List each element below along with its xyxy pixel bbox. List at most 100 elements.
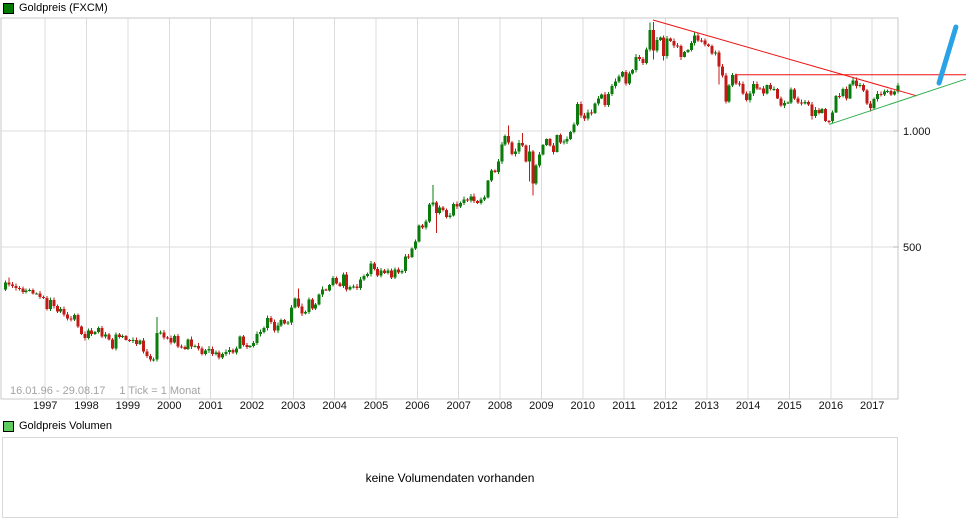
candle-body: [710, 46, 714, 54]
x-axis-year-label: 2001: [198, 400, 222, 412]
candle-body: [131, 339, 135, 342]
candle-body: [696, 35, 700, 41]
candle-body: [558, 135, 562, 143]
candle-body: [555, 135, 559, 152]
candle-body: [769, 85, 773, 90]
candle-body: [682, 51, 686, 57]
candle-body: [7, 282, 11, 285]
candle-body: [110, 339, 114, 349]
chart-info-line: 16.01.96 - 29.08.17 1 Tick = 1 Monat: [10, 385, 214, 397]
candle-body: [117, 334, 121, 338]
candle-body: [193, 345, 197, 347]
candle-body: [252, 342, 256, 346]
candle-body: [52, 300, 56, 307]
candle-body: [93, 331, 97, 335]
candle-body: [868, 103, 872, 109]
trendline-support-ascending[interactable]: [828, 78, 966, 125]
candle-body: [107, 334, 111, 340]
candle-body: [97, 328, 101, 332]
candle-body: [779, 98, 783, 106]
candle-body: [296, 298, 300, 307]
candle-body: [421, 225, 425, 228]
candle-body: [658, 37, 662, 41]
trendline-resistance-descending[interactable]: [652, 19, 918, 97]
candle-body: [238, 336, 242, 349]
candle-body: [172, 335, 176, 343]
candle-body: [724, 75, 728, 102]
candle-body: [231, 350, 235, 353]
candle-body: [483, 197, 487, 200]
candle-body: [862, 85, 866, 91]
candle-body: [334, 277, 338, 284]
candle-body: [631, 70, 635, 74]
candle-body: [824, 108, 828, 122]
x-axis-year-label: 2004: [322, 400, 346, 412]
y-axis-price-label: 500: [903, 242, 921, 254]
candle-body: [855, 80, 859, 86]
candle-body: [514, 151, 518, 155]
candle-body: [414, 241, 418, 249]
candle-body: [796, 98, 800, 103]
candle-body: [362, 276, 366, 280]
candle-body: [596, 98, 600, 104]
candle-body: [503, 135, 507, 145]
candle-body: [638, 57, 642, 60]
candle-body: [272, 322, 276, 331]
candle-body: [445, 210, 449, 217]
candle-body: [679, 45, 683, 57]
candle-body: [124, 335, 128, 340]
candle-body: [303, 312, 307, 314]
candle-body: [603, 94, 607, 105]
candle-body: [810, 104, 814, 116]
candle-body: [817, 109, 821, 113]
candle-body: [190, 339, 194, 347]
x-axis-year-label: 2015: [777, 400, 801, 412]
candle-body: [417, 225, 421, 242]
candle-body: [290, 307, 294, 323]
candle-body: [469, 196, 473, 201]
candle-body: [713, 52, 717, 54]
volume-series-legend[interactable]: Goldpreis Volumen: [3, 420, 112, 432]
candle-body: [607, 94, 611, 105]
candle-body: [186, 339, 190, 349]
candle-body: [872, 99, 876, 109]
candle-body: [369, 263, 373, 275]
candle-body: [104, 334, 108, 337]
main-series-legend[interactable]: Goldpreis (FXCM): [3, 2, 108, 14]
candle-body: [162, 332, 166, 338]
candle-body: [520, 143, 524, 146]
candle-body: [893, 91, 897, 95]
candle-body: [676, 45, 680, 47]
candle-body: [86, 330, 90, 339]
candle-body: [493, 170, 497, 172]
candle-body: [644, 49, 648, 63]
candle-body: [221, 353, 225, 358]
candle-body: [524, 145, 528, 162]
volume-panel: keine Volumendaten vorhanden: [2, 437, 898, 518]
candle-body: [569, 131, 573, 140]
x-axis-year-label: 2017: [860, 400, 884, 412]
x-axis-year-label: 2007: [446, 400, 470, 412]
candle-body: [613, 81, 617, 87]
candle-body: [452, 203, 456, 216]
candle-body: [531, 151, 535, 184]
candle-body: [517, 143, 521, 152]
candle-body: [496, 161, 500, 172]
candle-body: [837, 95, 841, 97]
candle-body: [634, 57, 638, 71]
candle-body: [669, 38, 673, 42]
candle-body: [731, 75, 735, 86]
candle-body: [441, 207, 445, 211]
candle-body: [886, 91, 890, 93]
candle-body: [738, 83, 742, 85]
x-axis-year-label: 2003: [281, 400, 305, 412]
candle-body: [393, 269, 397, 278]
candle-body: [203, 350, 207, 354]
candle-body: [758, 88, 762, 90]
candle-body: [314, 304, 318, 309]
candle-body: [782, 103, 786, 106]
candle-body: [183, 347, 187, 349]
candle-body: [551, 145, 555, 152]
trendline-breakout-projection[interactable]: [936, 24, 959, 86]
